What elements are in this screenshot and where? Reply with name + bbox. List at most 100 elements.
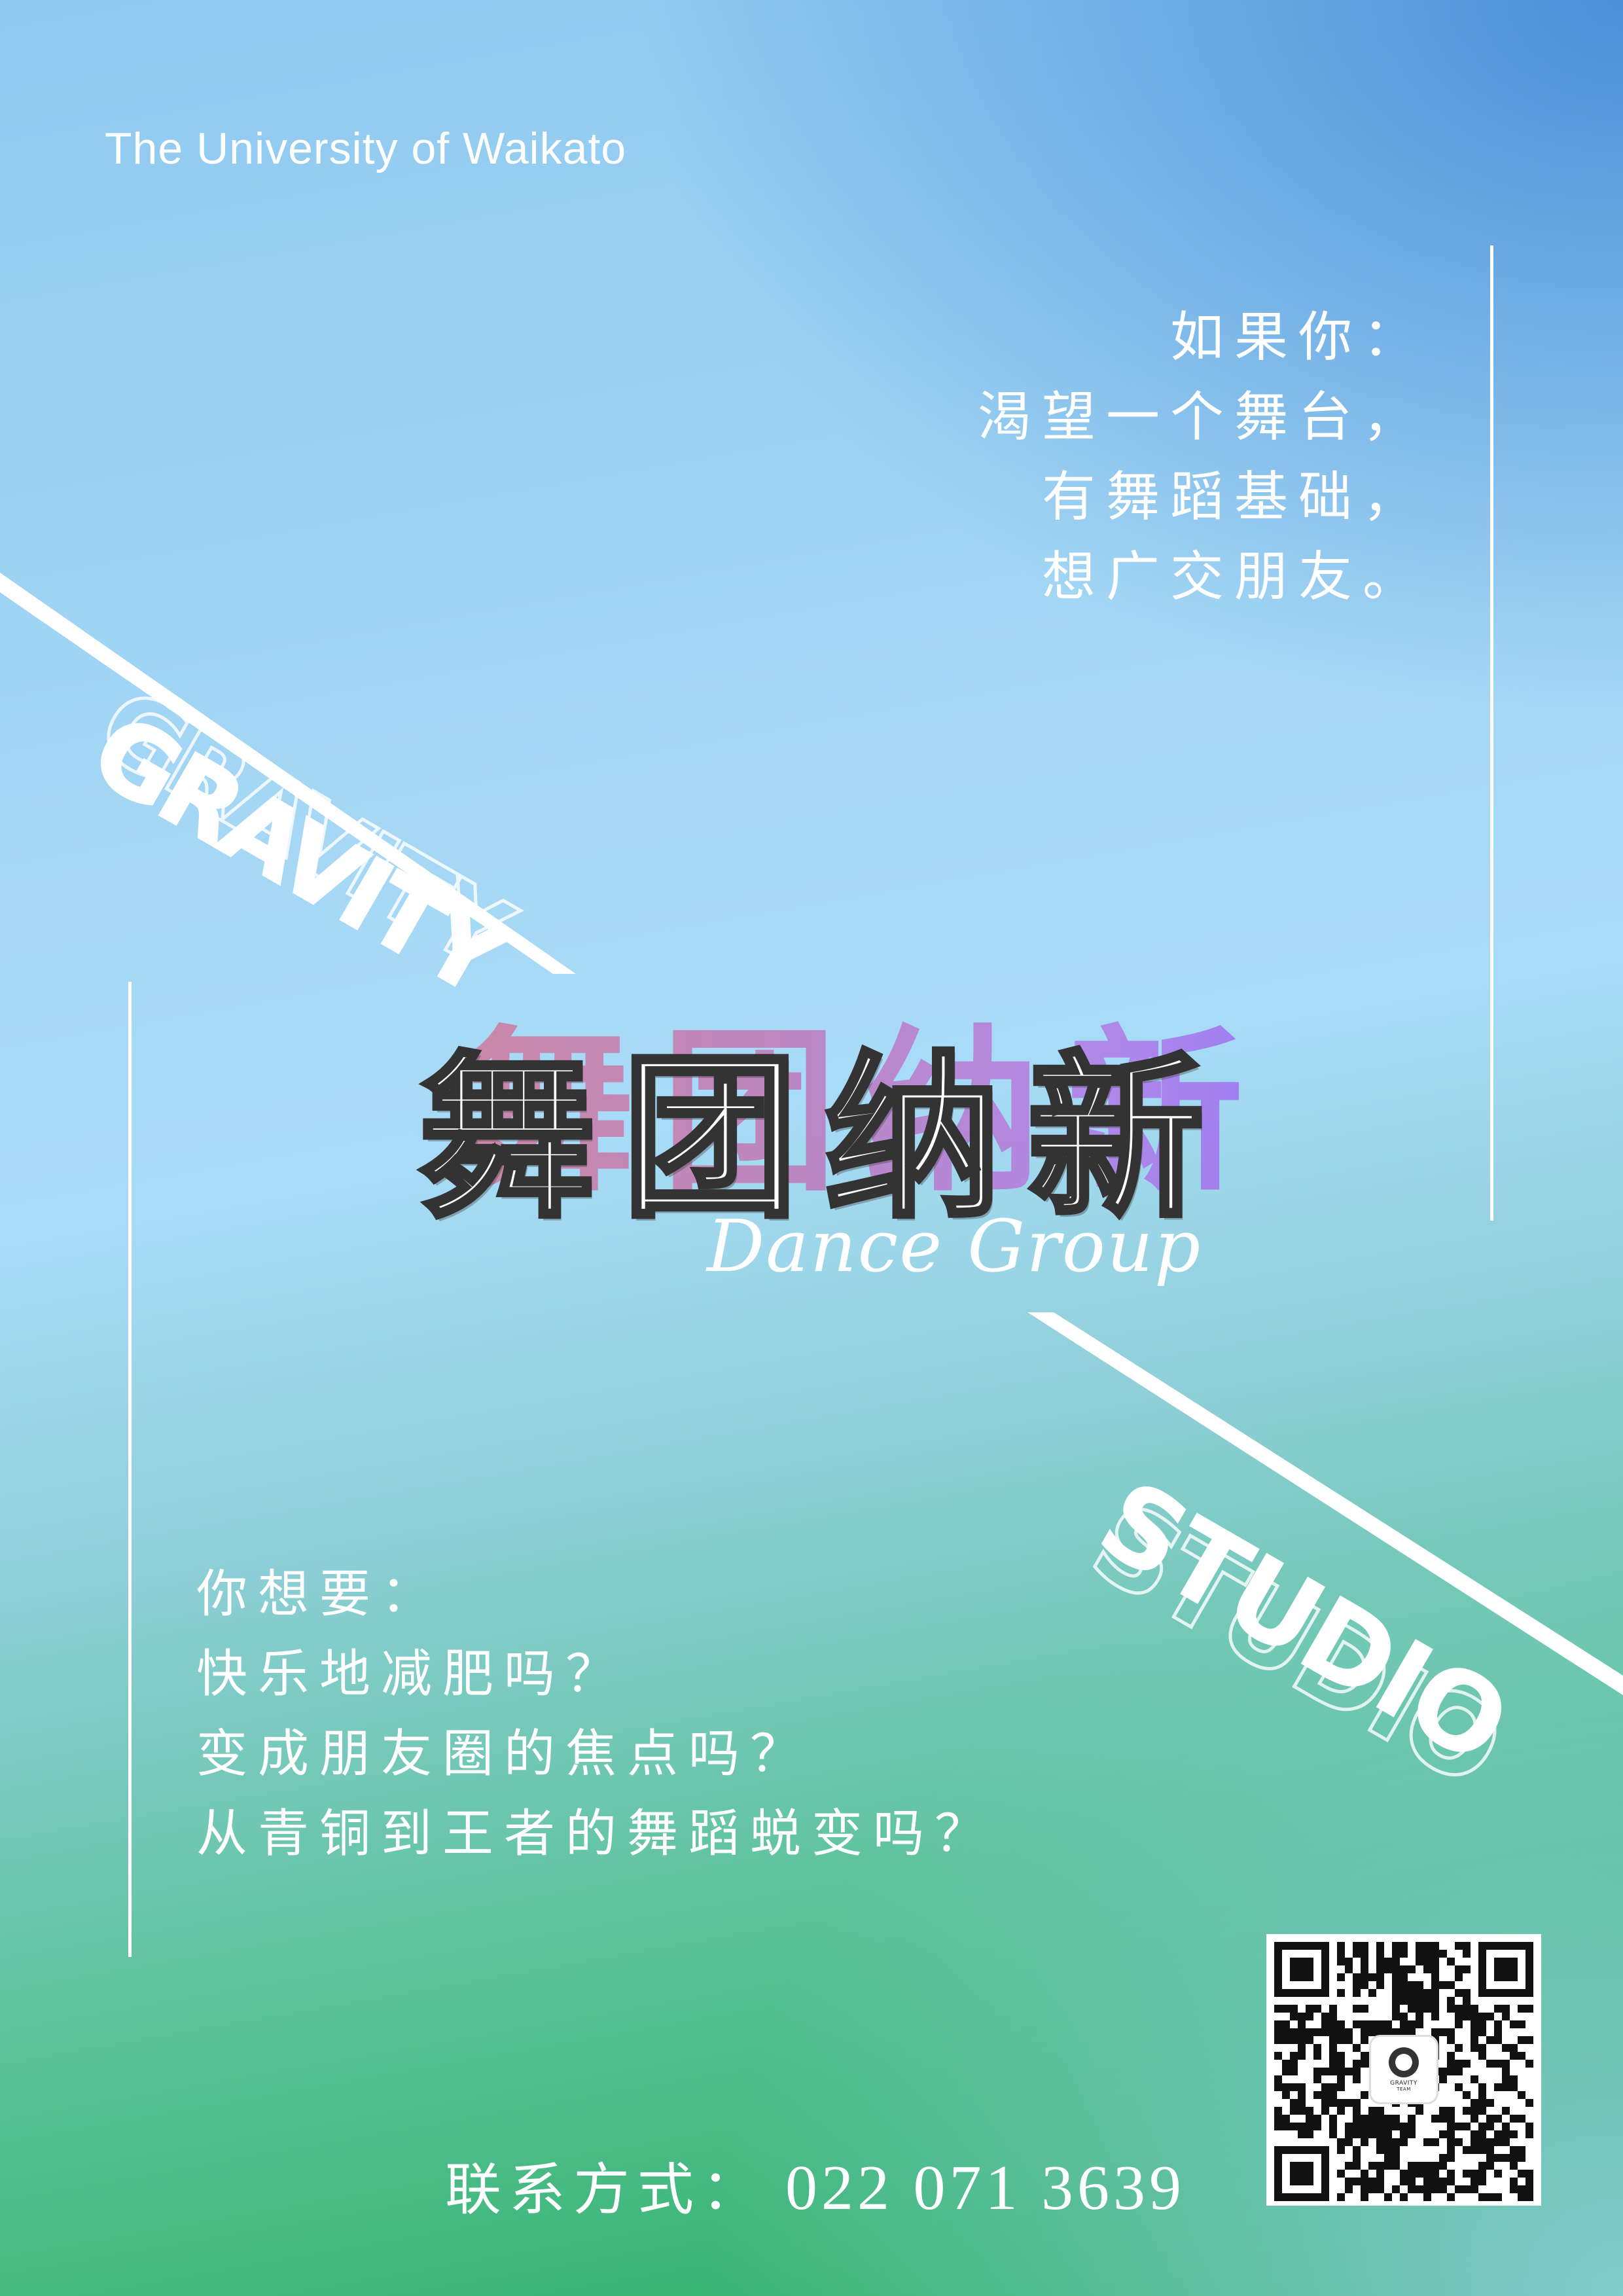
qr-module bbox=[1282, 2123, 1290, 2130]
qr-module bbox=[1518, 2170, 1525, 2178]
qr-module bbox=[1361, 2185, 1368, 2193]
qr-module bbox=[1368, 2107, 1376, 2115]
qr-module bbox=[1471, 2146, 1478, 2154]
qr-finder bbox=[1290, 1958, 1313, 1981]
qr-module bbox=[1431, 2170, 1439, 2178]
qr-module bbox=[1361, 2178, 1368, 2185]
qr-module bbox=[1400, 2130, 1408, 2138]
qr-module bbox=[1486, 2193, 1494, 2201]
qr-module bbox=[1353, 1973, 1361, 1981]
qr-module bbox=[1431, 1981, 1439, 1989]
qr-module bbox=[1423, 2138, 1431, 2146]
qr-module bbox=[1423, 2162, 1431, 2170]
qr-module bbox=[1525, 2178, 1533, 2185]
qr-module bbox=[1337, 2068, 1345, 2075]
qr-module bbox=[1345, 2162, 1353, 2170]
qr-module bbox=[1321, 2013, 1329, 2020]
qr-module bbox=[1384, 2138, 1392, 2146]
intro-line: 有舞蹈基础， bbox=[1041, 466, 1427, 528]
qr-module bbox=[1353, 2075, 1361, 2083]
qr-module bbox=[1408, 2020, 1416, 2028]
qr-module bbox=[1345, 1965, 1353, 1973]
qr-module bbox=[1329, 2028, 1337, 2036]
qr-module bbox=[1353, 2130, 1361, 2138]
qr-module bbox=[1337, 1958, 1345, 1965]
qr-module bbox=[1384, 2115, 1392, 2123]
qr-module bbox=[1525, 2170, 1533, 2178]
qr-module bbox=[1353, 2162, 1361, 2170]
university-name: The University of Waikato bbox=[105, 124, 627, 173]
qr-module bbox=[1361, 2115, 1368, 2123]
qr-module bbox=[1439, 1981, 1447, 1989]
qr-module bbox=[1431, 2185, 1439, 2193]
qr-code[interactable]: GRAVITY TEAM bbox=[1266, 1934, 1541, 2206]
qr-module bbox=[1306, 2123, 1313, 2130]
qr-module bbox=[1376, 2028, 1384, 2036]
qr-module bbox=[1400, 2138, 1408, 2146]
qr-module bbox=[1447, 2130, 1455, 2138]
qr-module bbox=[1353, 2178, 1361, 2185]
qr-module bbox=[1455, 1973, 1463, 1981]
qr-module bbox=[1408, 1989, 1416, 1997]
qr-module bbox=[1290, 2123, 1298, 2130]
qr-module bbox=[1416, 1950, 1423, 1958]
qr-module bbox=[1361, 2130, 1368, 2138]
qr-module bbox=[1439, 2115, 1447, 2123]
qr-module bbox=[1525, 2099, 1533, 2107]
qr-module bbox=[1329, 2083, 1337, 2091]
qr-module bbox=[1408, 2185, 1416, 2193]
qr-module bbox=[1431, 1958, 1439, 1965]
qr-module bbox=[1471, 2075, 1478, 2083]
intro-line: 如果你： bbox=[1169, 306, 1427, 368]
qr-module bbox=[1439, 2178, 1447, 2185]
qr-module bbox=[1345, 2123, 1353, 2130]
qr-module bbox=[1353, 2123, 1361, 2130]
qr-module bbox=[1494, 2060, 1502, 2068]
qr-module bbox=[1408, 1981, 1416, 1989]
qr-module bbox=[1400, 2123, 1408, 2130]
qr-module bbox=[1361, 2020, 1368, 2028]
qr-module bbox=[1478, 2170, 1486, 2178]
headline-shadow: 舞团纳新 bbox=[458, 969, 1270, 1225]
qr-module bbox=[1376, 2185, 1384, 2193]
qr-module bbox=[1290, 2028, 1298, 2036]
qr-module bbox=[1368, 2178, 1376, 2185]
qr-module bbox=[1400, 2013, 1408, 2020]
qr-module bbox=[1306, 2005, 1313, 2013]
qr-module bbox=[1478, 2099, 1486, 2107]
qr-module bbox=[1392, 2013, 1400, 2020]
qr-module bbox=[1431, 2028, 1439, 2036]
qr-module bbox=[1321, 2107, 1329, 2115]
qr-module bbox=[1282, 2028, 1290, 2036]
qr-module bbox=[1502, 2138, 1510, 2146]
qr-module bbox=[1525, 2060, 1533, 2068]
qr-module bbox=[1463, 1997, 1471, 2005]
qr-module bbox=[1455, 2138, 1463, 2146]
qr-module bbox=[1416, 2185, 1423, 2193]
qr-module bbox=[1447, 1997, 1455, 2005]
qr-module bbox=[1510, 2115, 1518, 2123]
headline-title: 舞团纳新 bbox=[417, 1033, 1230, 1244]
qr-module bbox=[1431, 2178, 1439, 2185]
qr-module bbox=[1298, 2020, 1306, 2028]
qr-module bbox=[1329, 2091, 1337, 2099]
qr-module bbox=[1368, 2130, 1376, 2138]
qr-module bbox=[1290, 2013, 1298, 2020]
qr-module bbox=[1455, 2013, 1463, 2020]
qr-module bbox=[1313, 2052, 1321, 2060]
qr-module bbox=[1478, 2083, 1486, 2091]
divider-right bbox=[1490, 245, 1493, 1221]
qr-module bbox=[1471, 2028, 1478, 2036]
qr-module bbox=[1423, 1965, 1431, 1973]
qr-module bbox=[1313, 2115, 1321, 2123]
qr-module bbox=[1447, 2060, 1455, 2068]
qr-module bbox=[1392, 2123, 1400, 2130]
qr-module bbox=[1329, 2020, 1337, 2028]
qr-module bbox=[1471, 2138, 1478, 2146]
qr-module bbox=[1384, 1965, 1392, 1973]
qr-module bbox=[1494, 2130, 1502, 2138]
qr-module bbox=[1439, 2154, 1447, 2162]
qr-module bbox=[1298, 2013, 1306, 2020]
qr-module bbox=[1274, 2123, 1282, 2130]
qr-module bbox=[1486, 2036, 1494, 2044]
